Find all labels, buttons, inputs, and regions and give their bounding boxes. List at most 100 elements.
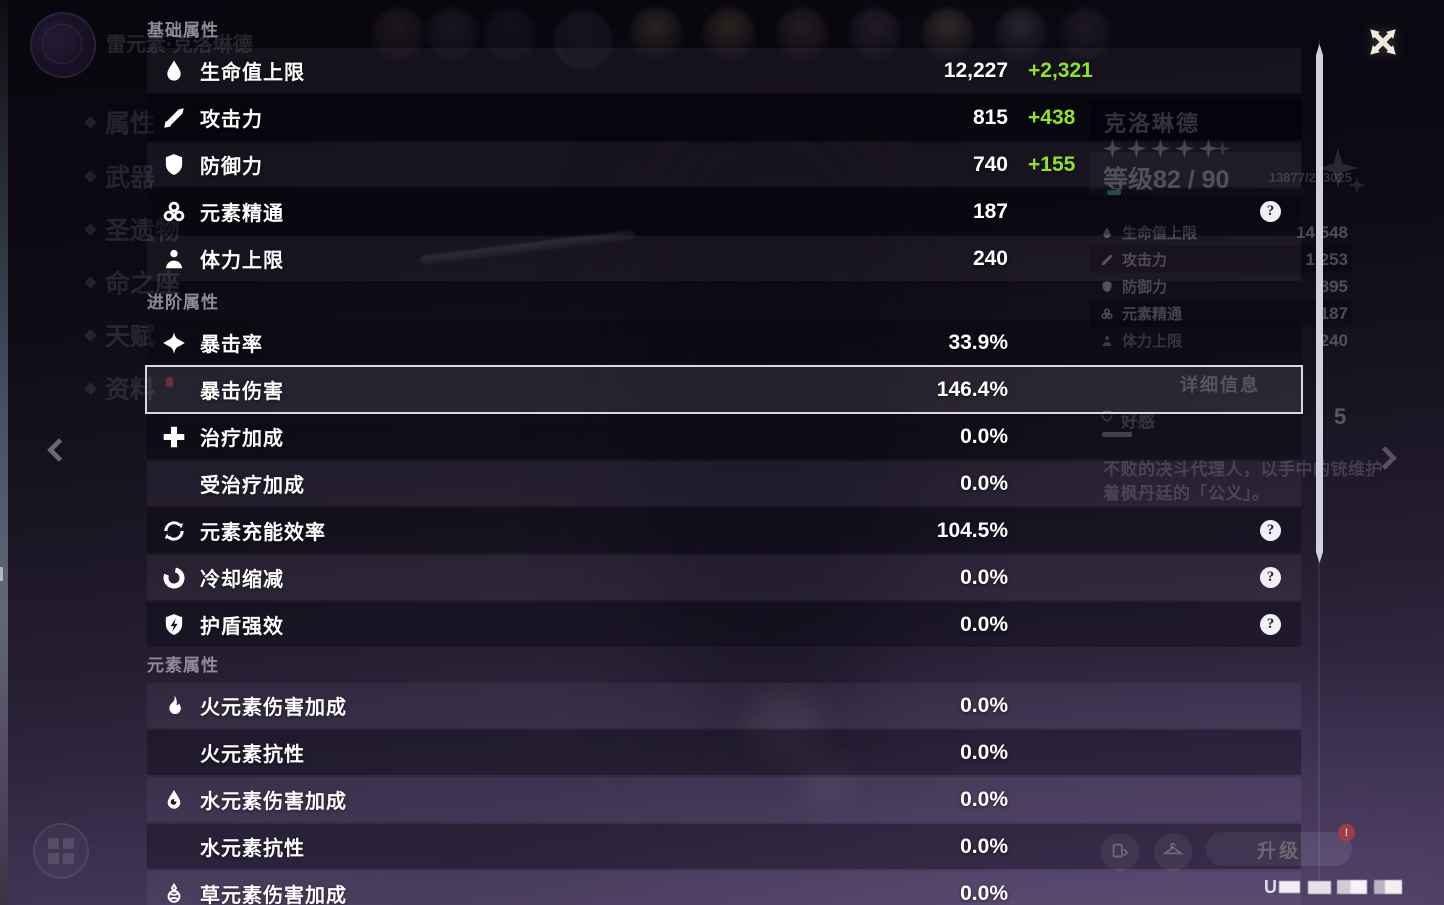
notification-badge: ! <box>1338 824 1355 841</box>
stat-row[interactable]: 水元素伤害加成 0.0% <box>147 777 1301 822</box>
bg-summary-value: 1,253 <box>1305 249 1348 269</box>
bg-summary-row: 元素精通 187 <box>1090 300 1352 327</box>
character-name-box <box>1090 99 1302 139</box>
stamina-icon <box>1100 334 1114 348</box>
uid-text: U <box>1264 876 1402 898</box>
stat-row[interactable]: 火元素伤害加成 0.0% <box>147 683 1301 728</box>
help-icon[interactable]: ? <box>1260 520 1281 541</box>
character-description-line2: 着枫丹廷的「公义」。 <box>1103 484 1270 503</box>
stat-row[interactable]: 攻击力 815 +438 <box>147 95 1301 140</box>
close-button[interactable] <box>1360 20 1406 64</box>
def-icon <box>161 152 187 178</box>
help-icon[interactable]: ? <box>1260 567 1281 588</box>
bg-summary-row: 体力上限 240 <box>1090 327 1352 354</box>
stat-label: 暴击伤害 <box>200 381 284 403</box>
stat-row[interactable]: 生命值上限 12,227 +2,321 <box>147 48 1301 93</box>
stat-row[interactable]: 防御力 740 +155 <box>147 142 1301 187</box>
party-avatar <box>703 8 755 60</box>
stat-row[interactable]: 火元素抗性 0.0% <box>147 730 1301 775</box>
no-icon <box>161 471 187 497</box>
friendship-label: 好感 <box>1121 412 1155 431</box>
stat-value: 0.0% <box>960 424 1008 448</box>
party-avatar <box>630 8 682 60</box>
dendro-icon <box>161 881 187 905</box>
stat-row[interactable]: 体力上限 240 <box>147 236 1301 281</box>
stat-row[interactable]: 暴击率 33.9% <box>147 320 1301 365</box>
party-avatar <box>484 8 536 60</box>
character-description-line1: 不败的决斗代理人，以手中的铳维护 <box>1103 460 1383 479</box>
pyro-icon <box>161 693 187 719</box>
party-avatar <box>1060 8 1112 60</box>
stat-value: 240 <box>972 246 1008 270</box>
screen-edge-mark <box>0 567 3 581</box>
stat-row[interactable]: 草元素伤害加成 0.0% <box>147 871 1301 905</box>
bg-summary-label: 体力上限 <box>1122 333 1183 350</box>
stat-label: 护盾强效 <box>200 616 284 638</box>
scrollbar-thumb[interactable] <box>1316 44 1323 563</box>
stat-label: 水元素伤害加成 <box>200 791 347 813</box>
hydro-icon <box>161 787 187 813</box>
rarity-stars <box>1103 139 1223 158</box>
hp-icon <box>1100 226 1114 240</box>
cooldown-reduction-icon <box>161 565 187 591</box>
uid-prefix: U <box>1264 876 1277 897</box>
bg-summary-label: 生命值上限 <box>1122 225 1198 242</box>
help-icon[interactable]: ? <box>1260 614 1281 635</box>
energy-recharge-icon <box>161 518 187 544</box>
stat-value: 12,227 <box>943 58 1008 82</box>
stat-value: 0.0% <box>960 565 1008 589</box>
stat-value: 187 <box>972 199 1008 223</box>
sidebar-item-3: 命之座 <box>84 264 180 300</box>
character-exp: 13877/243025 <box>1268 170 1352 185</box>
stat-row[interactable]: 护盾强效 0.0%? <box>147 602 1301 647</box>
stat-label: 受治疗加成 <box>200 475 305 497</box>
stat-label: 火元素抗性 <box>200 744 305 766</box>
stat-row[interactable]: 暴击伤害 146.4% <box>145 365 1303 414</box>
stats-section: 进阶属性 暴击率 33.9% 暴击伤害 146.4% 治疗加成 0.0% 受治疗加成 0.0% 元… <box>145 288 1303 649</box>
uid-censor-block <box>1308 880 1331 894</box>
hp-icon <box>161 58 187 84</box>
prev-character-chevron-icon <box>44 436 66 464</box>
help-icon[interactable]: ? <box>1260 201 1281 222</box>
party-avatar <box>995 8 1047 60</box>
uid-censor-block <box>1279 881 1300 893</box>
sidebar-item-0: 属性 <box>84 104 155 140</box>
sidebar-item-5: 资料 <box>84 370 155 406</box>
bg-summary-row: 防御力 895 <box>1090 273 1352 300</box>
def-icon <box>1100 280 1114 294</box>
party-grid-button <box>33 823 89 879</box>
element-character-title: 雷元素·克洛琳德 <box>106 34 253 56</box>
bg-summary-label: 攻击力 <box>1122 252 1168 269</box>
stat-row[interactable]: 水元素抗性 0.0% <box>147 824 1301 869</box>
stat-value: 33.9% <box>948 330 1008 354</box>
bg-summary-label: 防御力 <box>1122 279 1168 296</box>
stat-label: 草元素伤害加成 <box>200 885 347 905</box>
stat-row[interactable]: 受治疗加成 0.0% <box>147 461 1301 506</box>
uid-censor-block <box>1337 880 1367 894</box>
diamond-bullet-icon <box>84 328 97 342</box>
close-x-icon <box>1370 29 1396 55</box>
stat-label: 体力上限 <box>200 250 284 272</box>
stat-row[interactable]: 元素充能效率 104.5%? <box>147 508 1301 553</box>
sidebar-item-2: 圣遗物 <box>84 211 180 247</box>
next-character-chevron-icon <box>1378 444 1400 472</box>
party-avatar <box>372 8 424 60</box>
friendship-level: 5 <box>1334 404 1347 429</box>
stat-row[interactable]: 元素精通 187? <box>147 189 1301 234</box>
stat-label: 冷却缩减 <box>200 569 284 591</box>
bg-summary-label: 元素精通 <box>1122 306 1183 323</box>
stat-label: 生命值上限 <box>200 62 305 84</box>
character-level: 等级82 / 90 <box>1103 166 1230 194</box>
stat-row[interactable]: 冷却缩减 0.0%? <box>147 555 1301 600</box>
section-title: 进阶属性 <box>147 292 219 312</box>
stat-value: 815 <box>972 105 1008 129</box>
atk-icon <box>1100 253 1114 267</box>
character-name: 克洛琳德 <box>1104 111 1201 136</box>
bg-summary-value: 895 <box>1319 276 1348 296</box>
stat-bonus: +155 <box>1028 152 1076 176</box>
uid-censor-block <box>1374 880 1402 894</box>
stat-value: 0.0% <box>960 740 1008 764</box>
details-button: 详细信息 <box>1180 375 1260 395</box>
stat-row[interactable]: 治疗加成 0.0% <box>147 414 1301 459</box>
stat-bonus: +2,321 <box>1028 58 1093 82</box>
